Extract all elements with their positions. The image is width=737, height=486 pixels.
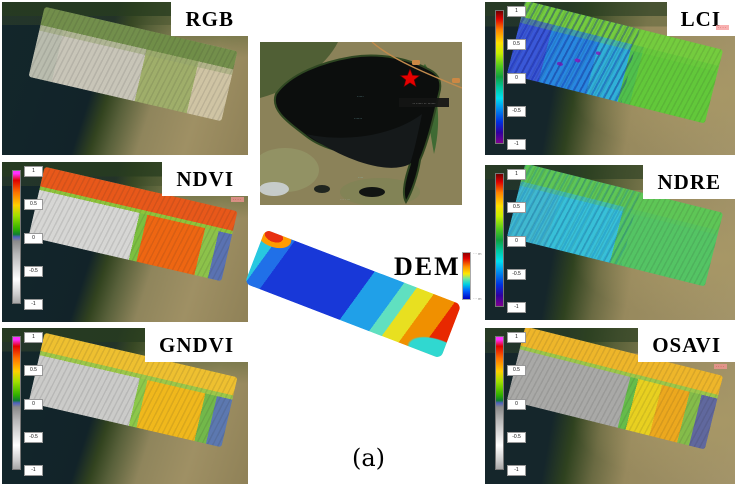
- map-light-patch: [260, 182, 289, 196]
- map-vegetation-nw: [260, 42, 338, 98]
- lci-colorbar: [495, 10, 504, 144]
- colorbar-tick: 0: [507, 399, 526, 410]
- colorbar-tick: -1: [507, 465, 526, 476]
- lake-name-label: ····: [358, 175, 363, 180]
- map-scale-label: ··· ····: [340, 197, 350, 202]
- tiny-watermark: ····: [230, 197, 244, 202]
- colorbar-tick: -0.5: [507, 269, 526, 280]
- colorbar-tick: 0: [507, 236, 526, 247]
- lake-name-label: ·····: [357, 94, 364, 99]
- map-road: [371, 42, 462, 89]
- colorbar-tick: 1: [507, 6, 526, 17]
- map-tooltip-box: [399, 98, 449, 107]
- panel-osavi: 1 0.5 0 -0.5 -1 OSAVI ····: [485, 328, 735, 484]
- map-lake-shade: [306, 114, 422, 168]
- road-shield-icon: [452, 78, 460, 83]
- colorbar-tick: 0: [24, 233, 43, 244]
- colorbar-tick: 0.5: [507, 365, 526, 376]
- panel-rgb: RGB: [2, 2, 248, 155]
- colorbar-tick: -0.5: [507, 432, 526, 443]
- map-pond: [314, 185, 330, 193]
- panel-gndvi: 1 0.5 0 -0.5 -1 GNDVI: [2, 328, 248, 484]
- panel-title-rgb: RGB: [171, 2, 248, 36]
- colorbar-tick: -1: [507, 302, 526, 313]
- map-land-patch: [260, 148, 319, 192]
- colorbar-tick: -0.5: [24, 266, 43, 277]
- panel-title-gndvi: GNDVI: [144, 328, 248, 362]
- colorbar-tick: -1: [507, 139, 526, 150]
- colorbar-tick: 1: [507, 332, 526, 343]
- colorbar-tick: 0.5: [507, 39, 526, 50]
- colorbar-tick: 1: [507, 169, 526, 180]
- panel-lci: 1 0.5 0 -0.5 -1 LCI ····: [485, 2, 735, 155]
- colorbar-tick: 0: [507, 73, 526, 84]
- panel-title-ndre: NDRE: [643, 165, 735, 199]
- colorbar-tick: 0.5: [507, 202, 526, 213]
- colorbar-tick: 0: [24, 399, 43, 410]
- colorbar-tick: -0.5: [24, 432, 43, 443]
- colorbar-tick: 0.5: [24, 199, 43, 210]
- colorbar-tick: 1: [24, 166, 43, 177]
- map-tooltip-text: ·· ····· ·· ······: [412, 101, 435, 106]
- map-pond: [359, 187, 385, 197]
- gndvi-colorbar: [12, 336, 21, 470]
- subfigure-caption: (a): [352, 444, 386, 472]
- panel-title-dem: DEM: [394, 252, 461, 281]
- panel-title-ndvi: NDVI: [162, 162, 248, 196]
- panel-title-osavi: OSAVI: [638, 328, 735, 362]
- locator-map: ·· ····· ·· ······ ····· ······ ···· ···…: [260, 42, 462, 205]
- panel-title-lci: LCI: [666, 2, 735, 36]
- road-shield-icon: [412, 60, 420, 65]
- panel-ndvi: 1 0.5 0 -0.5 -1 NDVI ····: [2, 162, 248, 322]
- dem-colorbar-min-label: ··· m: [473, 296, 482, 301]
- colorbar-tick: -0.5: [507, 106, 526, 117]
- colorbar-tick: 0.5: [24, 365, 43, 376]
- colorbar-tick: -1: [24, 465, 43, 476]
- locator-map-graphic: ·· ····· ·· ······ ····· ······ ···· ···…: [260, 42, 462, 205]
- lake-name-label: ······: [354, 116, 362, 121]
- tiny-watermark: ····: [715, 25, 729, 30]
- ndvi-colorbar: [12, 170, 21, 304]
- dem-field-strip: [244, 229, 462, 359]
- dem-colorbar: [462, 252, 471, 300]
- colorbar-tick: -1: [24, 299, 43, 310]
- tiny-watermark: ····: [713, 364, 727, 369]
- dem-colorbar-max-label: ··· m: [473, 251, 482, 256]
- ndre-colorbar: [495, 173, 504, 307]
- study-site-star-icon: [399, 68, 421, 88]
- panel-ndre: 1 0.5 0 -0.5 -1 NDRE: [485, 165, 735, 320]
- osavi-colorbar: [495, 336, 504, 470]
- colorbar-tick: 1: [24, 332, 43, 343]
